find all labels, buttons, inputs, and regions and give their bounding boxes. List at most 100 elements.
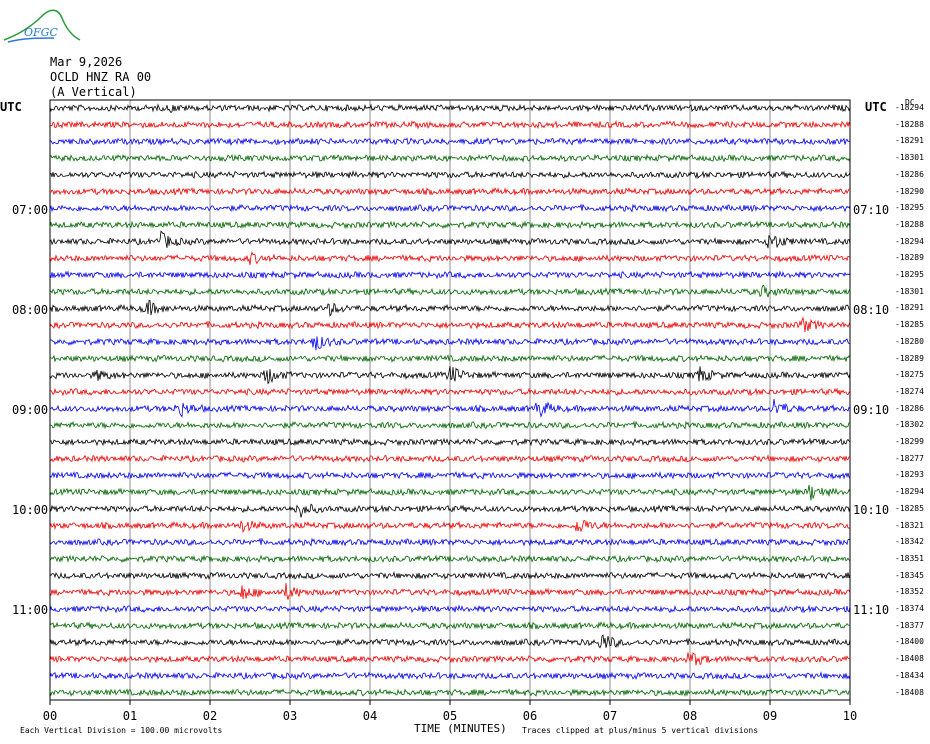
dc-offset-label: -18277 [895,453,924,463]
dc-offset-label: -18351 [895,553,924,563]
seismic-trace [49,604,851,614]
header-component: (A Vertical) [50,85,137,99]
seismic-trace [49,230,851,249]
time-label-left: 11:00 [12,603,49,617]
seismic-trace [49,284,851,298]
time-label-right: 10:10 [853,503,890,517]
dc-offset-label: -18295 [895,203,924,213]
x-axis-title: TIME (MINUTES) [414,722,507,735]
x-tick-label: 03 [282,709,298,723]
x-tick-label: 06 [522,709,538,723]
seismic-trace [49,119,851,130]
dc-offset-label: -18400 [895,637,924,647]
dc-offset-label: -18377 [895,620,924,630]
seismic-trace [49,270,851,280]
seismic-trace [49,103,851,114]
seismic-trace [49,153,851,163]
dc-offset-label: -18294 [895,103,924,112]
seismic-trace [49,336,851,351]
seismic-trace [49,170,851,180]
dc-offset-label: -18294 [895,487,924,497]
seismic-trace [49,621,851,631]
seismic-trace [49,300,851,318]
dc-offset-label: -18294 [895,236,924,246]
seismic-trace [49,220,851,230]
time-label-left: 10:00 [12,503,49,517]
seismic-trace [49,437,851,447]
dc-offset-label: -18299 [895,437,924,446]
utc-left-label: UTC [0,100,22,114]
seismic-trace [49,316,851,333]
seismic-trace [49,186,850,197]
time-label-right: 07:10 [853,203,890,217]
dc-offset-label: -18291 [895,136,924,146]
dc-offset-label: -18408 [895,654,924,664]
x-tick-label: 02 [202,709,218,723]
dc-offset-label: -18290 [895,186,924,196]
seismic-trace [49,399,851,418]
dc-offset-label: -18293 [895,470,924,480]
dc-offset-label: -18280 [895,336,924,346]
time-label-right: 11:10 [853,603,890,617]
dc-offset-label: -18342 [895,537,924,547]
time-label-left: 09:00 [12,403,49,417]
seismic-trace [49,570,851,581]
dc-offset-label: -18285 [895,320,924,330]
logo-text: OFGC [24,26,58,39]
seismic-trace [49,470,851,480]
time-label-left: 08:00 [12,303,49,317]
seismic-trace [49,136,851,147]
x-tick-label: 10 [842,709,858,723]
header-station: OCLD HNZ RA 00 [50,70,152,84]
x-tick-label: 00 [42,709,58,723]
dc-offset-label: -18286 [895,403,924,413]
seismic-trace [49,353,851,363]
x-tick-label: 07 [602,709,618,723]
x-tick-label: 09 [762,709,778,723]
seismic-trace [49,387,851,397]
dc-offset-label: -18289 [895,353,924,363]
footer-clip-note: Traces clipped at plus/minus 5 vertical … [522,726,759,735]
seismic-trace [49,203,851,213]
seismic-trace [49,634,851,649]
x-tick-label: 05 [442,709,458,723]
dc-offset-label: -18301 [895,153,924,163]
seismic-trace [49,365,851,385]
dc-offset-label: -18274 [895,386,924,396]
x-tick-label: 08 [682,709,698,723]
dc-offset-label: -18345 [895,570,924,580]
utc-right-label: UTC [865,100,887,114]
dc-offset-label: -18291 [895,303,924,313]
dc-offset-label: -18408 [895,687,924,697]
logo: OFGC [2,4,82,46]
seismic-trace [49,484,851,501]
dc-label: DC [905,98,915,107]
dc-offset-label: -18288 [895,119,924,129]
mountain-logo-icon [3,9,81,43]
dc-offset-label: -18285 [895,503,924,513]
x-tick-label: 01 [122,709,138,723]
x-tick-label: 04 [362,709,378,723]
seismic-trace [49,652,851,666]
dc-offset-label: -18374 [895,604,924,613]
seismic-trace [49,420,851,430]
seismic-trace [49,582,851,600]
time-label-right: 08:10 [853,303,890,317]
seismic-trace [49,454,851,464]
dc-offset-label: -18302 [895,420,924,430]
dc-offset-label: -18352 [895,587,924,597]
footer-scale-note: Each Vertical Division = 100.00 microvol… [20,726,223,735]
time-label-right: 09:10 [853,403,890,417]
seismic-trace [49,554,851,564]
dc-offset-label: -18301 [895,286,924,296]
dc-offset-label: -18286 [895,169,924,179]
header-date: Mar 9,2026 [50,55,123,69]
dc-offset-label: -18321 [895,520,924,530]
dc-offset-label: -18434 [895,670,924,680]
dc-offset-label: -18295 [895,270,924,279]
seismic-trace [49,537,851,547]
time-label-left: 07:00 [12,203,49,217]
seismic-trace [49,671,851,681]
dc-offset-label: -18275 [895,370,924,380]
